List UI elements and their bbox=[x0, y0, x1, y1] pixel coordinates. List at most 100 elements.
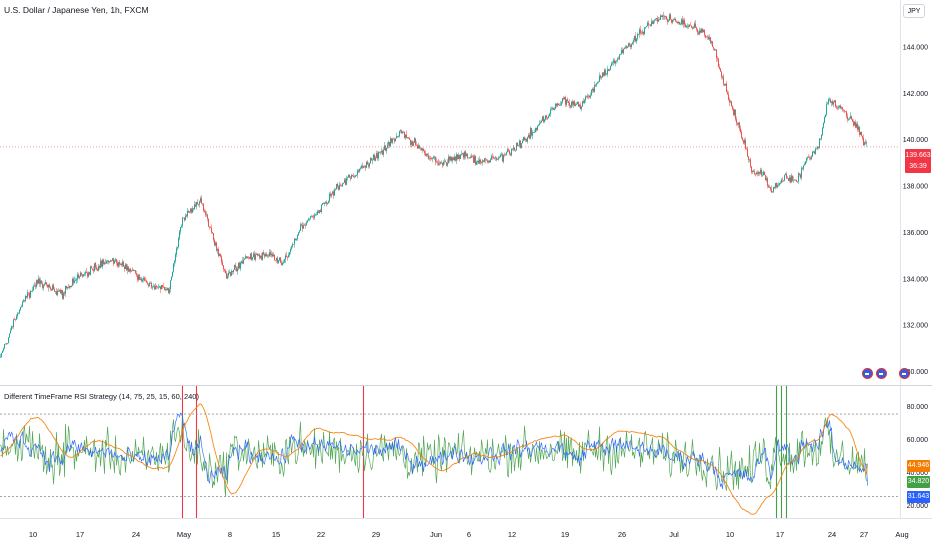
candle-body bbox=[572, 101, 573, 105]
candle-body bbox=[355, 175, 356, 177]
us-flag-event-icon[interactable] bbox=[899, 368, 910, 379]
candle-body bbox=[209, 226, 210, 228]
candle-body bbox=[36, 280, 37, 287]
candle-body bbox=[565, 97, 566, 105]
candle-body bbox=[129, 268, 130, 272]
indicator-title: Different TimeFrame RSI Strategy (14, 75… bbox=[4, 392, 199, 401]
candle-body bbox=[864, 142, 865, 146]
candle-body bbox=[344, 179, 345, 183]
candle-body bbox=[653, 20, 654, 24]
candle-body bbox=[265, 254, 266, 257]
candle-body bbox=[478, 160, 479, 164]
candle-body bbox=[521, 143, 522, 149]
candle-body bbox=[750, 159, 751, 167]
candle-body bbox=[550, 109, 551, 114]
candle-body bbox=[765, 175, 766, 181]
candle-body bbox=[749, 159, 750, 161]
candle-body bbox=[816, 148, 817, 150]
candle-body bbox=[635, 35, 636, 42]
candle-body bbox=[861, 131, 862, 137]
candle-body bbox=[72, 278, 73, 286]
candle-body bbox=[477, 160, 478, 162]
candle-body bbox=[331, 193, 332, 196]
symbol-badge[interactable]: JPY bbox=[903, 4, 925, 18]
candle-body bbox=[438, 162, 439, 165]
candle-body bbox=[461, 153, 462, 155]
candle-body bbox=[34, 285, 35, 287]
candle-body bbox=[675, 18, 676, 22]
candle-body bbox=[152, 286, 153, 288]
candle-body bbox=[647, 22, 648, 27]
candle-body bbox=[853, 121, 854, 126]
candle-body bbox=[84, 273, 85, 275]
candle-body bbox=[491, 156, 492, 160]
candle-body bbox=[268, 255, 269, 257]
candle-body bbox=[736, 119, 737, 124]
candle-body bbox=[182, 217, 183, 226]
candle-body bbox=[26, 295, 27, 298]
candle-body bbox=[639, 29, 640, 35]
candle-body bbox=[459, 155, 460, 159]
candle-body bbox=[258, 254, 259, 256]
candle-body bbox=[326, 202, 327, 204]
candle-body bbox=[266, 254, 267, 256]
candle-body bbox=[28, 292, 29, 294]
candle-body bbox=[768, 185, 769, 188]
candle-body bbox=[742, 137, 743, 141]
candle-body bbox=[169, 289, 170, 294]
candle-body bbox=[627, 46, 628, 48]
candle-body bbox=[748, 156, 749, 160]
candle-body bbox=[93, 269, 94, 271]
us-flag-event-icon[interactable] bbox=[862, 368, 873, 379]
candle-body bbox=[309, 218, 310, 220]
candle-body bbox=[495, 157, 496, 159]
candle-body bbox=[193, 208, 194, 209]
candle-body bbox=[297, 235, 298, 239]
candle-body bbox=[642, 31, 643, 34]
candle-body bbox=[121, 263, 122, 266]
candle-body bbox=[282, 262, 283, 265]
candle-body bbox=[667, 19, 668, 22]
candle-body bbox=[365, 165, 366, 168]
candle-body bbox=[125, 264, 126, 269]
candle-body bbox=[187, 210, 188, 217]
candle-body bbox=[834, 100, 835, 102]
candle-body bbox=[235, 265, 236, 268]
candle-body bbox=[385, 145, 386, 151]
rsi-axis-label: 20.000 bbox=[907, 503, 929, 510]
candle-body bbox=[849, 118, 850, 120]
candle-body bbox=[188, 210, 189, 213]
candle-body bbox=[15, 319, 16, 320]
candle-body bbox=[303, 225, 304, 229]
candle-body bbox=[413, 142, 414, 146]
candle-body bbox=[744, 140, 745, 144]
us-flag-event-icon[interactable] bbox=[876, 368, 887, 379]
candle-body bbox=[700, 30, 701, 33]
candle-body bbox=[162, 285, 163, 288]
candle-body bbox=[732, 106, 733, 110]
candle-body bbox=[240, 262, 241, 269]
candle-body bbox=[2, 350, 3, 353]
candle-body bbox=[602, 72, 603, 78]
candle-body bbox=[441, 162, 442, 163]
candle-body bbox=[734, 109, 735, 116]
candle-body bbox=[780, 183, 781, 184]
candle-body bbox=[485, 158, 486, 160]
candle-body bbox=[680, 23, 681, 25]
candle-body bbox=[408, 137, 409, 139]
candle-body bbox=[130, 268, 131, 272]
candle-body bbox=[711, 41, 712, 43]
candle-body bbox=[201, 198, 202, 204]
time-axis-label: 12 bbox=[508, 530, 516, 539]
candle-body bbox=[392, 138, 393, 143]
candle-body bbox=[367, 161, 368, 165]
candle-body bbox=[525, 139, 526, 141]
candle-body bbox=[719, 66, 720, 69]
candle-body bbox=[483, 160, 484, 162]
candle-body bbox=[576, 104, 577, 105]
candle-body bbox=[620, 53, 621, 55]
candle-body bbox=[782, 179, 783, 181]
candle-body bbox=[815, 148, 816, 154]
candle-body bbox=[225, 270, 226, 274]
candle-body bbox=[676, 21, 677, 23]
